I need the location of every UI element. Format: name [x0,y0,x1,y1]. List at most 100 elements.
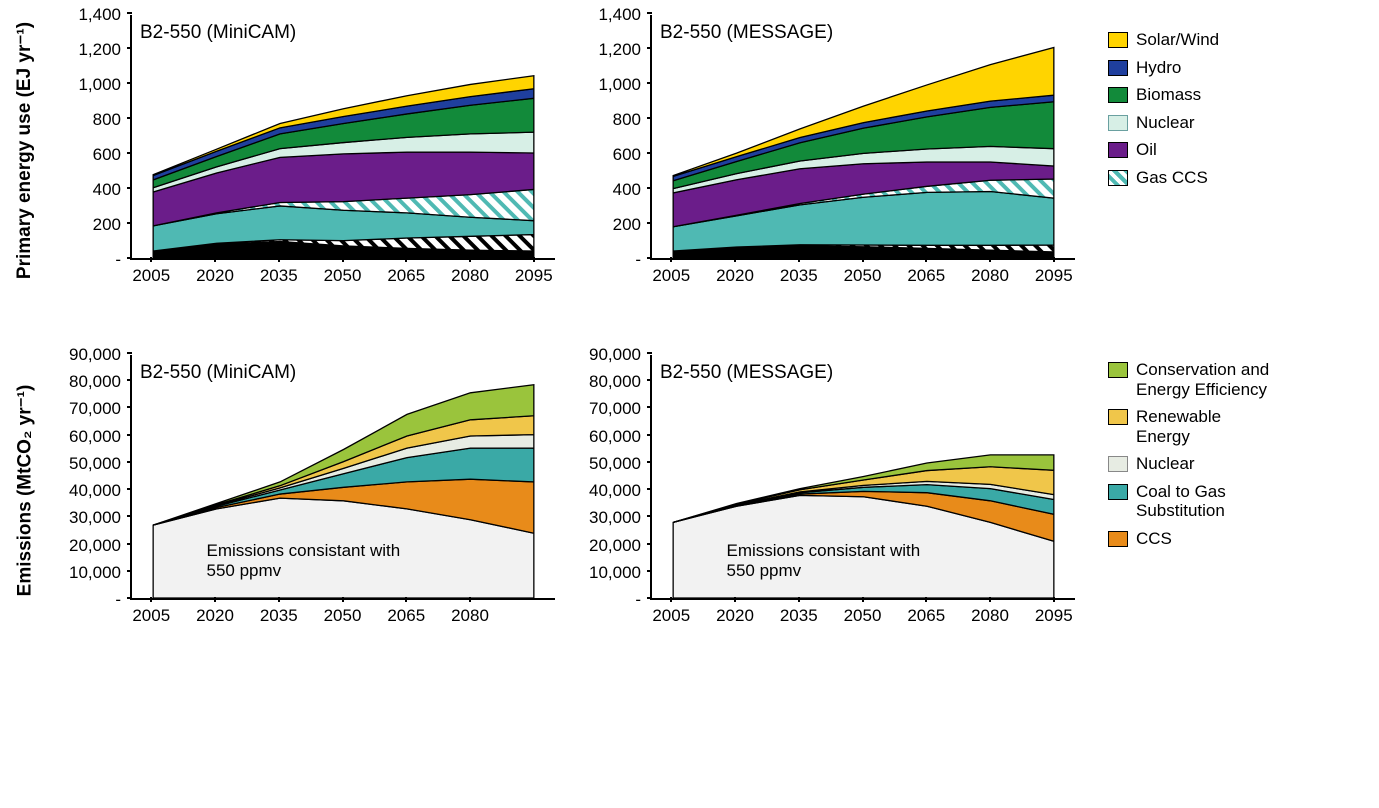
xtick-label: 2095 [515,266,553,286]
ytick-label: 60,000 [589,427,641,447]
xtick-label: 2005 [132,266,170,286]
panel-title: B2-550 (MESSAGE) [660,22,833,44]
ytick-label: 1,400 [598,5,641,25]
panel-top-right: -2004006008001,0001,2001,400200520202035… [580,10,1080,290]
ytick-label: 400 [613,180,641,200]
ylabel-bottom-text: Emissions (MtCO₂ yr⁻¹) [14,384,37,596]
panel-bottom-right: -10,00020,00030,00040,00050,00060,00070,… [580,350,1080,630]
legend-label: Coal to GasSubstitution [1136,482,1226,521]
ytick-label: 800 [93,110,121,130]
ytick-label: - [115,250,121,270]
legend-swatch [1108,60,1128,76]
legend-label: Oil [1136,140,1157,160]
legend-bottom: Conservation andEnergy Efficiency Renewab… [1100,350,1360,630]
ytick-label: 50,000 [69,454,121,474]
ytick-label: 20,000 [69,536,121,556]
ytick-label: 1,200 [78,40,121,60]
ytick-label: - [635,250,641,270]
legend-top: Solar/Wind Hydro Biomass Nuclear Oil Gas CCS [1100,10,1360,290]
legend-label: Nuclear [1136,454,1195,474]
ytick-label: 1,000 [598,75,641,95]
legend-item: Nuclear [1108,454,1360,474]
ytick-label: 10,000 [69,563,121,583]
panel-bottom-left: -10,00020,00030,00040,00050,00060,00070,… [60,350,560,630]
legend-label: Conservation andEnergy Efficiency [1136,360,1269,399]
ytick-label: 50,000 [589,454,641,474]
ytick-label: 1,200 [598,40,641,60]
legend-label: Solar/Wind [1136,30,1219,50]
ytick-label: 10,000 [589,563,641,583]
xtick-label: 2065 [387,606,425,626]
ytick-label: - [635,590,641,610]
ytick-label: 70,000 [589,399,641,419]
row-gap [10,290,1360,350]
ylabel-top-text: Primary energy use (EJ yr⁻¹) [14,21,37,278]
panel-top-left: -2004006008001,0001,2001,400200520202035… [60,10,560,290]
legend-label: Biomass [1136,85,1201,105]
legend-swatch [1108,142,1128,158]
ytick-label: 80,000 [589,372,641,392]
legend-item: CCS [1108,529,1360,549]
panel-title: B2-550 (MiniCAM) [140,362,296,384]
legend-swatch [1108,362,1128,378]
xtick-label: 2065 [387,266,425,286]
legend-label: Hydro [1136,58,1181,78]
legend-swatch [1108,409,1128,425]
ytick-label: 80,000 [69,372,121,392]
legend-swatch [1108,484,1128,500]
xtick-label: 2080 [971,266,1009,286]
legend-swatch [1108,87,1128,103]
ytick-label: 30,000 [589,508,641,528]
legend-item: Biomass [1108,85,1360,105]
xtick-label: 2065 [907,266,945,286]
legend-label: CCS [1136,529,1172,549]
legend-item: RenewableEnergy [1108,407,1360,446]
legend-swatch [1108,456,1128,472]
legend-swatch [1108,170,1128,186]
xtick-label: 2005 [132,606,170,626]
xtick-label: 2095 [1035,266,1073,286]
xtick-label: 2095 [1035,606,1073,626]
xtick-label: 2020 [716,266,754,286]
xtick-label: 2050 [324,266,362,286]
xtick-label: 2065 [907,606,945,626]
legend-item: Gas CCS [1108,168,1360,188]
legend-label: RenewableEnergy [1136,407,1221,446]
ylabel-bottom: Emissions (MtCO₂ yr⁻¹) [10,350,40,630]
legend-item: Coal to GasSubstitution [1108,482,1360,521]
annotation-text: Emissions consistant with550 ppmv [207,541,401,580]
xtick-label: 2020 [716,606,754,626]
ytick-label: 400 [93,180,121,200]
ytick-label: 800 [613,110,641,130]
ytick-label: 1,400 [78,5,121,25]
xtick-label: 2005 [652,606,690,626]
ytick-label: 90,000 [589,345,641,365]
legend-item: Hydro [1108,58,1360,78]
legend-swatch [1108,32,1128,48]
xtick-label: 2035 [260,606,298,626]
ytick-label: 90,000 [69,345,121,365]
xtick-label: 2035 [260,266,298,286]
ytick-label: 1,000 [78,75,121,95]
xtick-label: 2080 [451,266,489,286]
annotation-text: Emissions consistant with550 ppmv [727,541,921,580]
ytick-label: 70,000 [69,399,121,419]
xtick-label: 2050 [844,606,882,626]
ytick-label: 20,000 [589,536,641,556]
xtick-label: 2080 [971,606,1009,626]
xtick-label: 2050 [324,606,362,626]
legend-item: Solar/Wind [1108,30,1360,50]
ytick-label: 200 [613,215,641,235]
ylabel-top: Primary energy use (EJ yr⁻¹) [10,10,40,290]
ytick-label: 30,000 [69,508,121,528]
xtick-label: 2020 [196,606,234,626]
legend-item: Oil [1108,140,1360,160]
ytick-label: - [115,590,121,610]
legend-label: Nuclear [1136,113,1195,133]
xtick-label: 2080 [451,606,489,626]
ytick-label: 200 [93,215,121,235]
xtick-label: 2020 [196,266,234,286]
xtick-label: 2035 [780,606,818,626]
legend-item: Nuclear [1108,113,1360,133]
figure-grid: Primary energy use (EJ yr⁻¹) -2004006008… [10,10,1379,798]
